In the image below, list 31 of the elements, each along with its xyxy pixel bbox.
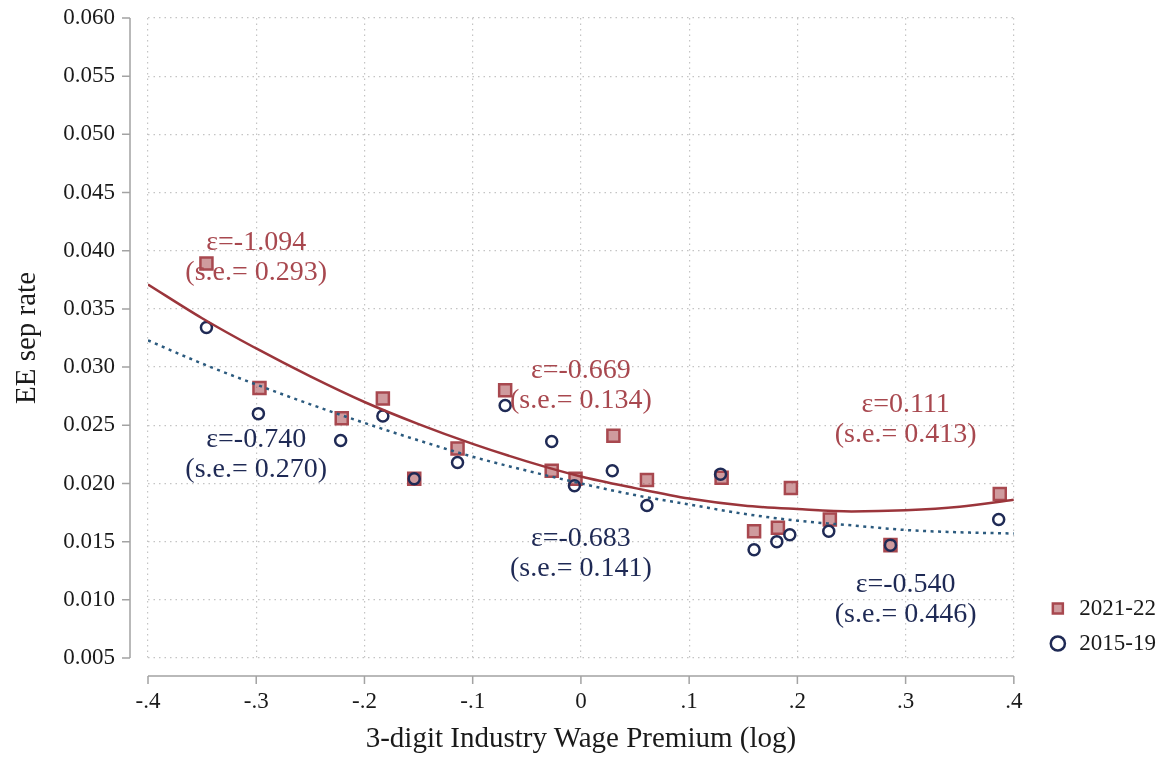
x-tick-label: -.4	[135, 687, 161, 713]
legend-label: 2021-22	[1079, 594, 1157, 620]
x-tick-label: .3	[896, 687, 915, 713]
x-tick-label: .2	[788, 687, 807, 713]
legend-label: 2015-19	[1079, 629, 1157, 655]
x-tick-label: -.3	[243, 687, 269, 713]
x-tick-label: .1	[680, 687, 698, 713]
y-tick-label: 0.020	[63, 469, 115, 495]
y-tick-label: 0.060	[63, 4, 115, 30]
y-axis-title: EE sep rate	[9, 271, 42, 405]
annotation: ε=0.111 (s.e.= 0.413)	[834, 386, 977, 448]
annotation: ε=-0.540 (s.e.= 0.446)	[834, 567, 977, 629]
y-tick-label: 0.055	[63, 62, 115, 88]
y-tick-label: 0.040	[63, 236, 115, 262]
x-tick-label: .4	[1005, 687, 1023, 713]
y-tick-label: 0.030	[63, 353, 115, 379]
x-tick-label: -.1	[460, 687, 486, 713]
x-tick-label: 0	[575, 687, 587, 713]
y-tick-label: 0.045	[63, 178, 115, 204]
y-tick-label: 0.050	[63, 120, 115, 146]
annotation: ε=-0.669 (s.e.= 0.134)	[510, 352, 652, 414]
y-tick-label: 0.035	[63, 294, 115, 320]
x-tick-label: -.2	[352, 687, 377, 713]
y-tick-label: 0.005	[63, 644, 115, 670]
annotation: ε=-0.683 (s.e.= 0.141)	[510, 520, 652, 582]
y-tick-label: 0.010	[63, 585, 115, 611]
annotation: ε=-0.740 (s.e.= 0.270)	[185, 421, 328, 483]
annotation: ε=-1.094 (s.e.= 0.293)	[185, 224, 328, 286]
y-tick-label: 0.015	[63, 527, 115, 553]
y-tick-label: 0.025	[63, 411, 115, 437]
x-axis-title: 3-digit Industry Wage Premium (log)	[365, 721, 797, 755]
